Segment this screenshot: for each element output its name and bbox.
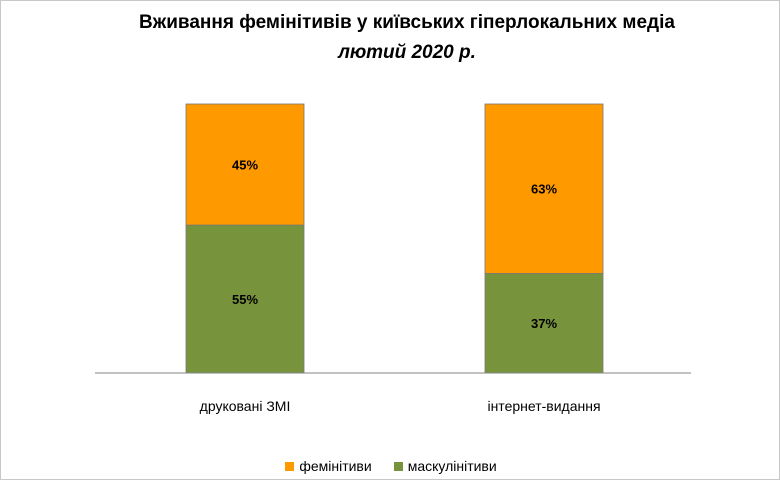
bar-segment — [484, 103, 604, 274]
bar-segment — [185, 103, 305, 226]
chart-title: Вживання фемінітивів у київських гіперло… — [139, 12, 675, 33]
legend: фемінітиви маскулінітиви — [1, 458, 780, 474]
legend-swatch — [285, 461, 295, 471]
bar-segment — [185, 224, 305, 374]
x-tick-labels: друковані ЗМІ інтернет-видання — [200, 398, 601, 414]
x-tick-label: інтернет-видання — [487, 398, 600, 414]
data-label: 45% — [232, 158, 258, 173]
data-label: 37% — [531, 316, 557, 331]
legend-item: маскулінітиви — [393, 458, 497, 474]
legend-item: фемінітиви — [285, 458, 372, 474]
legend-swatch — [393, 461, 403, 471]
legend-label: маскулінітиви — [407, 458, 497, 474]
x-tick-label: друковані ЗМІ — [200, 398, 291, 414]
bars-layer: 55% 45% 37% 63% — [185, 103, 604, 374]
data-label: 63% — [531, 182, 557, 197]
data-label: 55% — [232, 292, 258, 307]
legend-label: фемінітиви — [299, 458, 372, 474]
bar-segment — [484, 273, 604, 374]
chart-subtitle: лютий 2020 р. — [338, 42, 476, 63]
